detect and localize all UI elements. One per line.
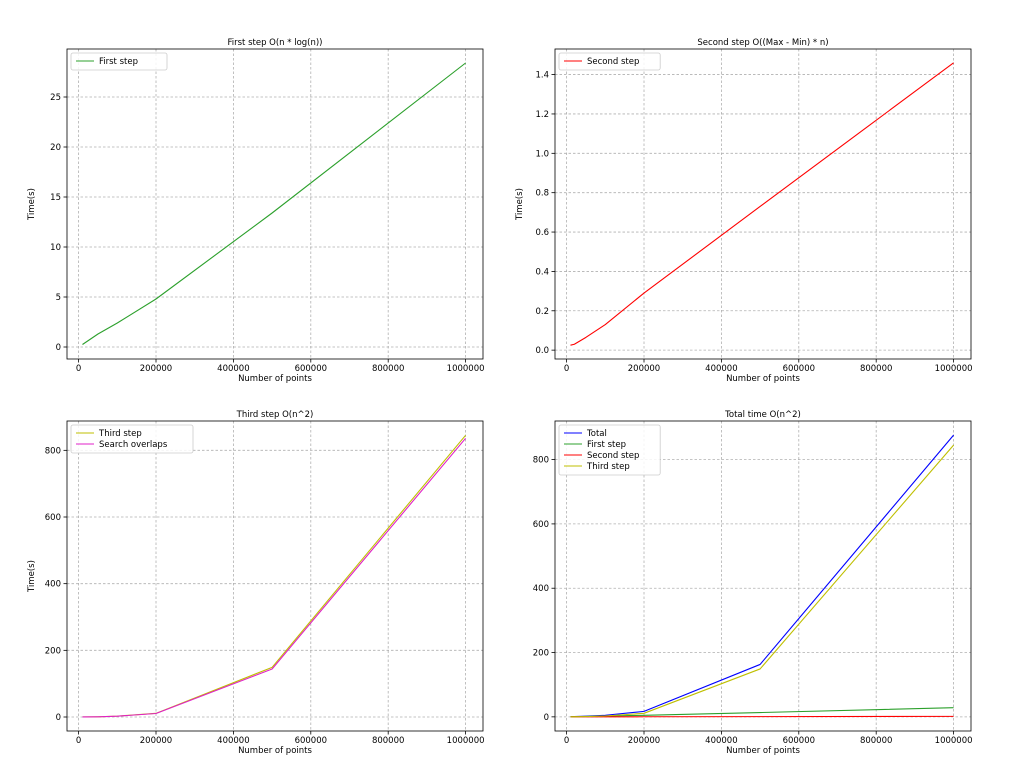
legend-label: Third step bbox=[586, 462, 630, 472]
x-tick-label: 400000 bbox=[705, 736, 737, 746]
y-tick-label: 400 bbox=[45, 580, 61, 590]
series-line-2 bbox=[82, 437, 467, 718]
y-tick-label: 400 bbox=[533, 584, 549, 594]
y-axis-label: Time(s) bbox=[27, 188, 37, 221]
chart-panel-3: 0 200000 400000 600000 800000 1000000 0 200 400 6… bbox=[27, 410, 485, 756]
chart-panel-2: 0 200000 400000 600000 800000 1000000 0.0 0.2 0.… bbox=[515, 38, 973, 384]
y-axis-label: Time(s) bbox=[515, 188, 525, 221]
x-tick-label: 1000000 bbox=[447, 736, 485, 746]
legend: Second step bbox=[558, 52, 661, 71]
x-tick-label: 0 bbox=[76, 736, 81, 746]
plot-area bbox=[67, 421, 483, 731]
chart-title: Total time O(n^2) bbox=[724, 410, 801, 420]
chart-title: Third step O(n^2) bbox=[236, 410, 314, 420]
y-tick-label: 0.6 bbox=[535, 228, 549, 238]
x-tick-label: 600000 bbox=[295, 364, 327, 374]
legend-label: First step bbox=[587, 440, 626, 450]
y-tick-label: 800 bbox=[533, 456, 549, 466]
chart-panel-4: 0 200000 400000 600000 800000 1000000 0 200 400 6… bbox=[533, 410, 973, 756]
y-tick-label: 0.8 bbox=[535, 189, 549, 199]
x-tick-label: 1000000 bbox=[935, 364, 973, 374]
x-tick-label: 800000 bbox=[860, 736, 892, 746]
y-tick-label: 600 bbox=[45, 513, 61, 523]
x-tick-label: 800000 bbox=[860, 364, 892, 374]
axes-frame bbox=[66, 420, 484, 732]
y-tick-label: 15 bbox=[50, 193, 61, 203]
legend-label: First step bbox=[99, 57, 138, 67]
series-line-1 bbox=[570, 62, 954, 346]
y-tick-label: 1.2 bbox=[535, 110, 549, 120]
legend-label: Total bbox=[586, 429, 607, 439]
legend-label: Second step bbox=[587, 451, 639, 461]
legend-label: Search overlaps bbox=[99, 440, 168, 450]
x-tick-label: 200000 bbox=[628, 364, 660, 374]
x-tick-label: 600000 bbox=[295, 736, 327, 746]
x-tick-label: 200000 bbox=[140, 736, 172, 746]
legend-label: Second step bbox=[587, 57, 639, 67]
x-axis-label: Number of points bbox=[726, 374, 800, 384]
x-tick-label: 200000 bbox=[140, 364, 172, 374]
y-tick-label: 0.2 bbox=[535, 307, 549, 317]
x-tick-label: 0 bbox=[76, 364, 81, 374]
x-tick-label: 600000 bbox=[783, 736, 815, 746]
y-tick-label: 5 bbox=[56, 293, 61, 303]
y-tick-label: 0 bbox=[56, 343, 61, 353]
y-axis-label: Time(s) bbox=[27, 560, 37, 593]
y-tick-label: 200 bbox=[533, 649, 549, 659]
y-tick-label: 200 bbox=[45, 646, 61, 656]
legend-box bbox=[70, 52, 168, 71]
x-tick-label: 400000 bbox=[217, 364, 249, 374]
y-tick-label: 20 bbox=[50, 143, 61, 153]
axes-frame bbox=[66, 48, 484, 360]
x-axis-label: Number of points bbox=[726, 746, 800, 756]
y-tick-label: 0.4 bbox=[535, 267, 549, 277]
y-tick-label: 1.4 bbox=[535, 71, 549, 81]
y-tick-label: 10 bbox=[50, 243, 61, 253]
axes-frame bbox=[554, 420, 972, 732]
series-line-4 bbox=[570, 444, 955, 718]
x-tick-label: 200000 bbox=[628, 736, 660, 746]
x-tick-label: 0 bbox=[564, 736, 569, 746]
legend-box bbox=[70, 424, 194, 454]
x-tick-label: 800000 bbox=[372, 736, 404, 746]
x-tick-label: 600000 bbox=[783, 364, 815, 374]
x-tick-label: 800000 bbox=[372, 364, 404, 374]
legend-box bbox=[558, 424, 661, 476]
y-tick-label: 600 bbox=[533, 520, 549, 530]
legend-box bbox=[558, 52, 661, 71]
x-tick-label: 1000000 bbox=[935, 736, 973, 746]
chart-title: First step O(n * log(n)) bbox=[227, 38, 322, 48]
y-tick-label: 25 bbox=[50, 93, 61, 103]
y-tick-label: 0 bbox=[544, 713, 549, 723]
legend-label: Third step bbox=[98, 429, 142, 439]
chart-title: Second step O((Max - Min) * n) bbox=[697, 38, 828, 48]
legend: First step bbox=[70, 52, 168, 71]
x-axis-label: Number of points bbox=[238, 374, 312, 384]
y-tick-label: 800 bbox=[45, 446, 61, 456]
series-line-1 bbox=[82, 62, 466, 345]
x-tick-label: 0 bbox=[564, 364, 569, 374]
y-tick-label: 0.0 bbox=[535, 346, 549, 356]
axes-frame bbox=[554, 48, 972, 360]
x-tick-label: 1000000 bbox=[447, 364, 485, 374]
plot-area bbox=[67, 49, 483, 359]
x-tick-label: 400000 bbox=[705, 364, 737, 374]
x-axis-label: Number of points bbox=[238, 746, 312, 756]
y-tick-label: 0 bbox=[56, 713, 61, 723]
y-tick-label: 1.0 bbox=[535, 149, 549, 159]
chart-panel-1: 0 200000 400000 600000 800000 1000000 0 5 10 15 20… bbox=[27, 38, 485, 384]
x-tick-label: 400000 bbox=[217, 736, 249, 746]
